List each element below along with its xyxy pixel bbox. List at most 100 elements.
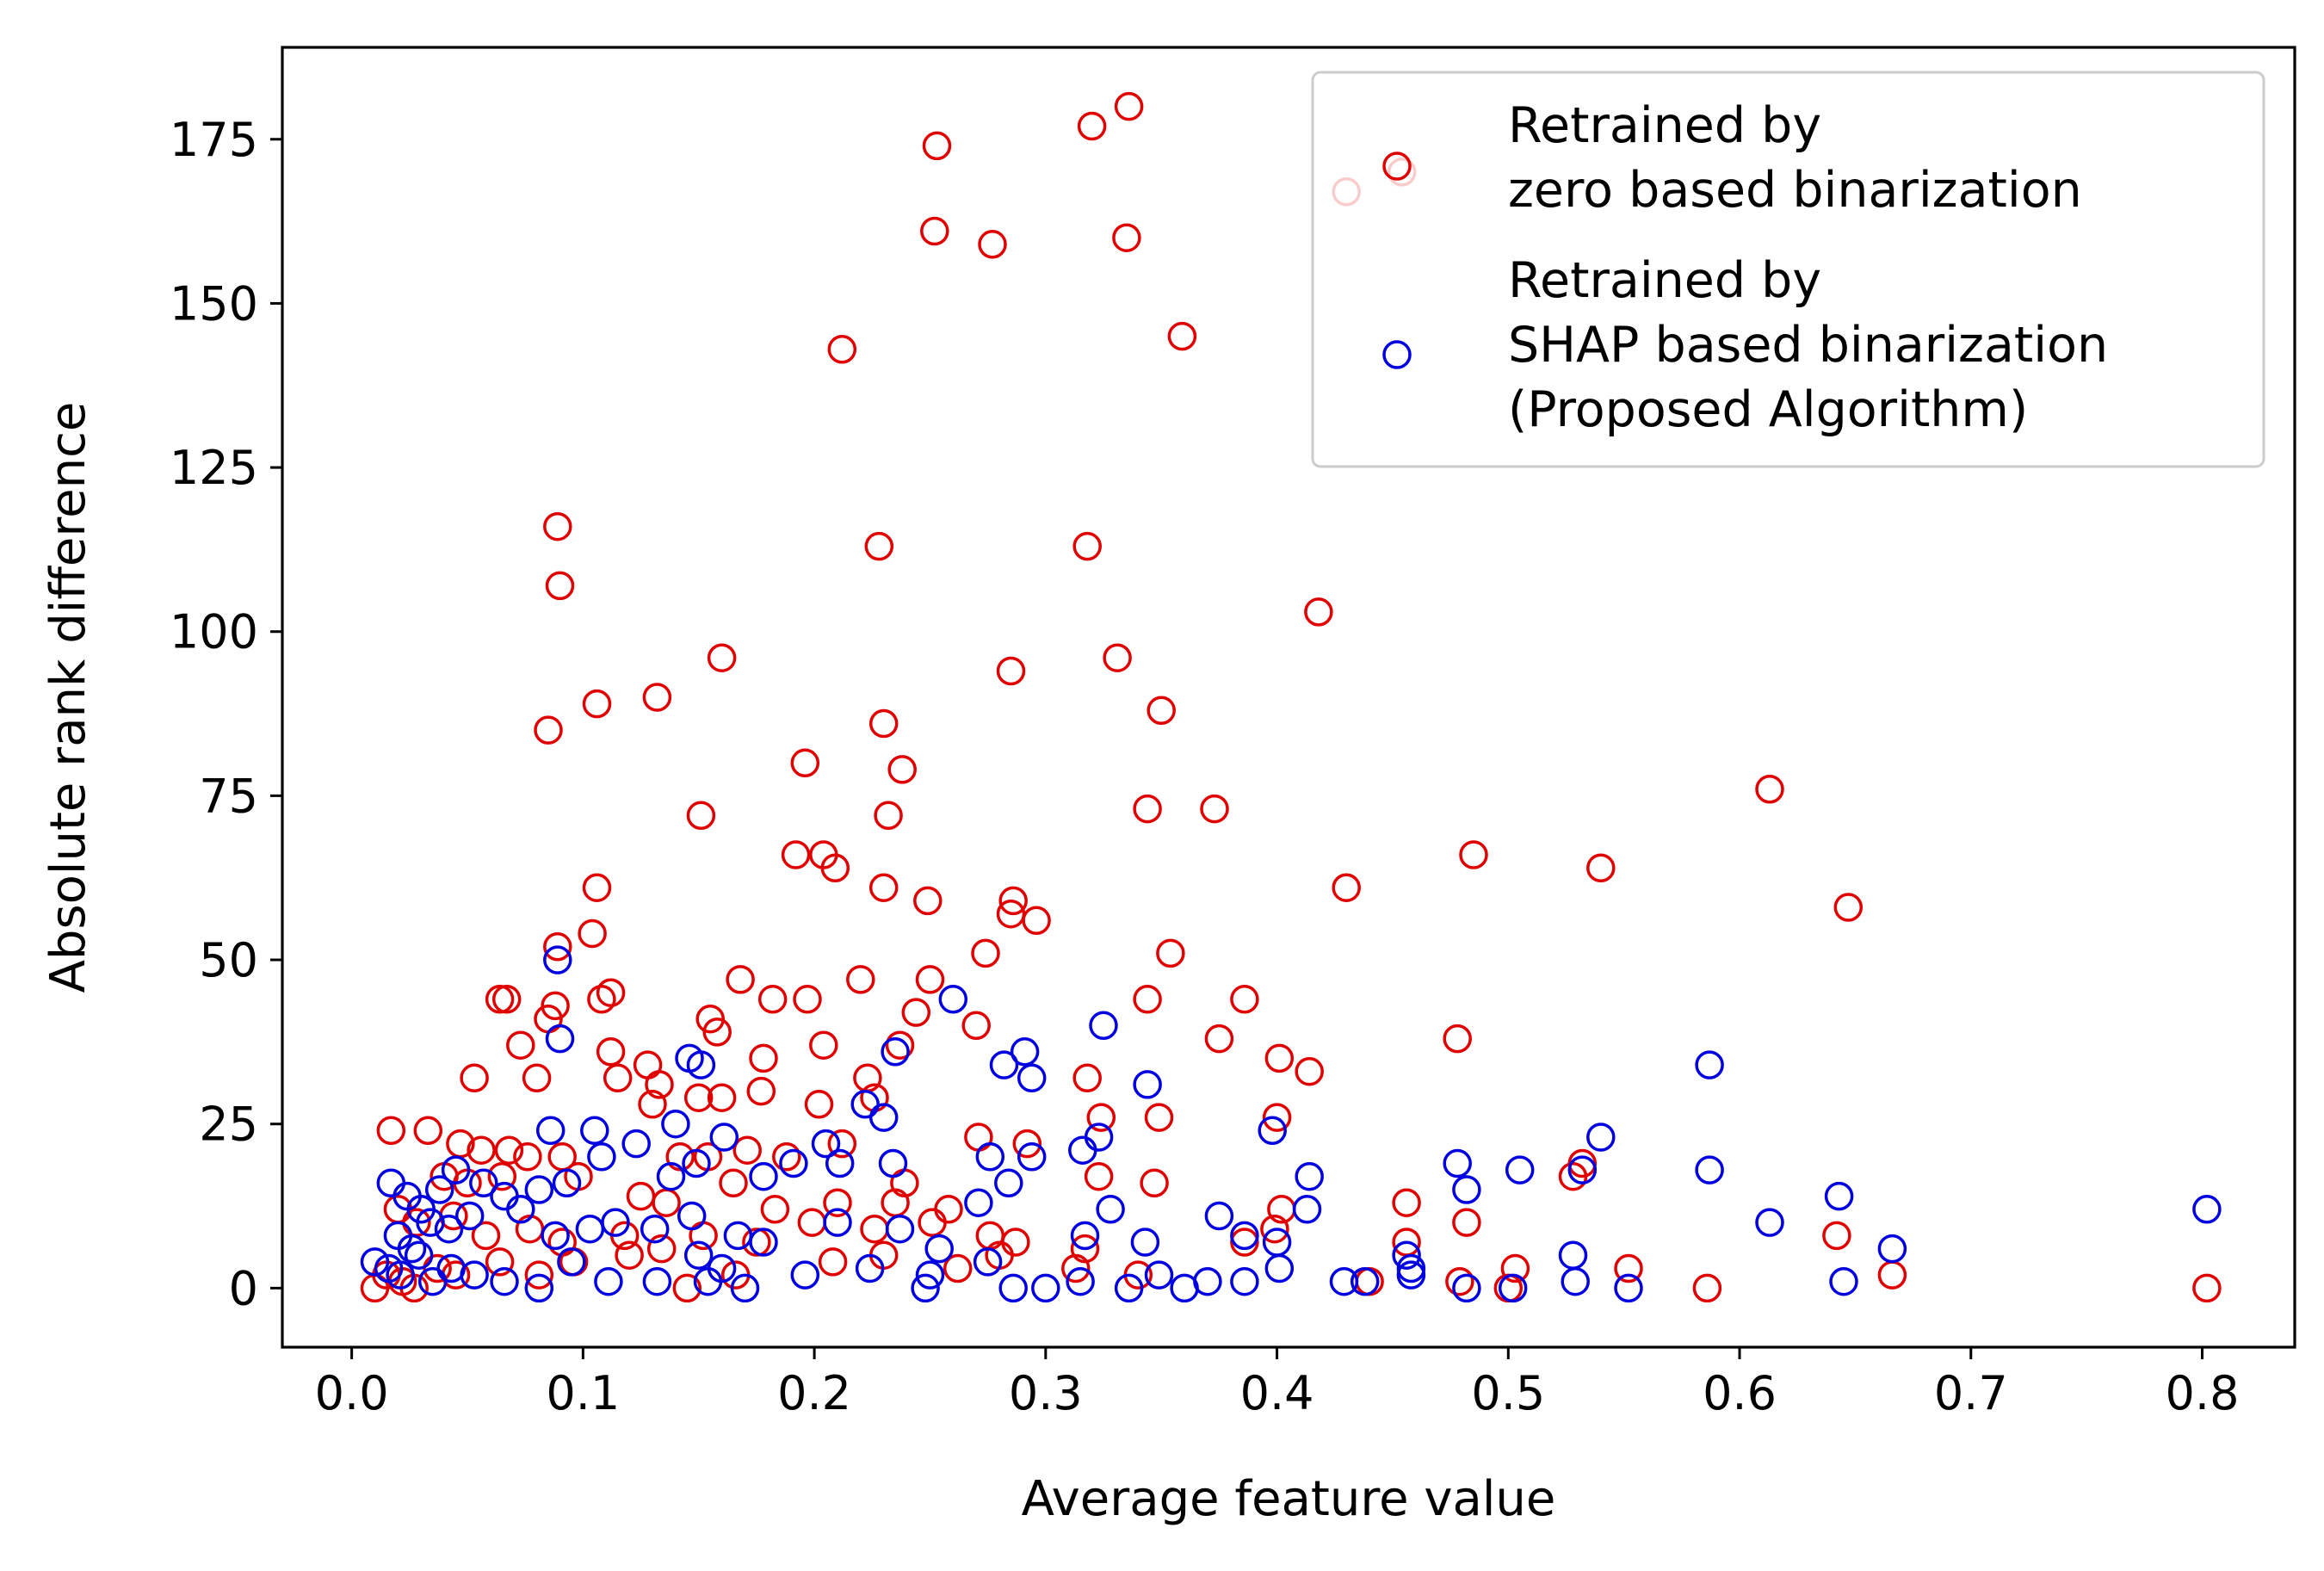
point-zero-75 [460,1063,489,1093]
point-shap-111 [1829,1266,1858,1296]
point-shap-45 [1443,1148,1472,1178]
point-shap-51 [1824,1181,1854,1211]
point-shap-112 [683,1240,714,1270]
point-shap-94 [790,1260,820,1290]
point-shap-39 [994,1168,1023,1198]
point-zero-118 [1392,1188,1421,1217]
point-shap-82 [386,1260,415,1290]
point-zero-91 [513,1142,542,1172]
point-shap-113 [707,1253,737,1283]
point-shap-15 [850,1090,880,1119]
point-zero-50 [587,985,616,1014]
point-zero-90 [494,1135,524,1165]
point-zero-148 [485,1247,515,1277]
point-shap-5 [881,1037,910,1067]
point-shap-4 [686,1050,716,1079]
point-shap-19 [376,1168,406,1198]
point-zero-33 [1459,840,1488,869]
point-zero-41 [578,918,607,949]
point-zero-49 [541,991,570,1021]
point-zero-29 [1200,794,1229,824]
point-shap-2 [938,985,968,1014]
point-shap-57 [454,1201,485,1231]
legend-label-shap-line2: SHAP based binarization [1508,317,2108,374]
point-shap-66 [823,1208,852,1237]
point-shap-52 [2192,1195,2222,1224]
point-shap-28 [587,1142,616,1172]
y-tick-label-5: 125 [170,441,258,495]
point-zero-58 [1230,985,1259,1014]
point-zero-111 [823,1188,852,1217]
point-zero-139 [1260,1214,1289,1244]
point-shap-18 [1586,1123,1616,1152]
point-shap-103 [1230,1266,1259,1296]
point-shap-96 [911,1273,940,1303]
point-zero-62 [901,998,931,1027]
point-shap-1 [545,1024,575,1054]
y-tick-label-4: 100 [170,605,258,659]
legend-marker-zero [1382,152,1412,181]
point-shap-77 [1396,1253,1426,1283]
point-zero-76 [638,1090,667,1119]
point-shap-24 [469,1168,498,1198]
x-axis-label: Average feature value [1022,1471,1556,1527]
point-zero-102 [1262,1103,1292,1132]
point-zero-16 [1103,643,1132,672]
point-shap-16 [868,1103,899,1132]
point-zero-96 [772,1142,801,1172]
point-zero-27 [874,801,903,831]
point-zero-14 [1304,597,1333,627]
point-shap-40 [1017,1142,1047,1172]
plot-frame [281,46,2296,1349]
point-zero-40 [913,886,943,916]
point-zero-15 [707,643,737,672]
point-shap-6 [989,1050,1019,1079]
y-tick-label-1: 25 [199,1098,258,1152]
point-zero-108 [652,1188,681,1217]
point-shap-17 [1258,1116,1287,1146]
point-shap-41 [1068,1135,1097,1165]
point-zero-110 [760,1195,790,1224]
point-shap-83 [404,1240,434,1270]
point-zero-28 [1133,794,1162,824]
point-zero-116 [1140,1168,1169,1198]
point-shap-97 [973,1247,1003,1277]
point-shap-114 [915,1260,945,1290]
point-shap-61 [601,1208,630,1237]
point-zero-21 [534,715,563,745]
y-tick-label-7: 175 [170,113,258,167]
point-shap-34 [779,1148,808,1178]
point-zero-150 [559,1247,589,1277]
point-zero-18 [642,683,672,712]
point-zero-154 [818,1247,848,1277]
point-zero-107 [626,1181,656,1211]
point-shap-76 [1392,1240,1421,1270]
point-zero-39 [998,886,1028,916]
point-zero-34 [1586,853,1616,883]
point-zero-132 [797,1208,827,1237]
point-shap-106 [1350,1266,1380,1296]
point-zero-20 [1147,696,1176,726]
point-shap-48 [1567,1155,1598,1184]
x-tick-label-4: 0.4 [1240,1366,1314,1420]
point-shap-71 [1096,1195,1125,1224]
point-zero-74 [885,1030,915,1060]
x-tick-label-1: 0.1 [546,1366,620,1420]
point-zero-136 [1001,1228,1030,1257]
point-shap-23 [441,1155,471,1184]
legend: Retrained by zero based binarization Ret… [1311,71,2265,468]
point-zero-12 [864,531,894,561]
point-shap-101 [1144,1260,1174,1290]
point-zero-129 [646,1234,677,1264]
point-shap-95 [855,1253,885,1283]
point-shap-104 [1264,1253,1295,1283]
point-zero-46 [1156,938,1185,968]
x-tick-label-2: 0.2 [777,1366,851,1420]
point-zero-159 [1614,1253,1643,1283]
point-zero-83 [1264,1043,1295,1073]
point-shap-65 [749,1228,778,1257]
point-zero-38 [1833,893,1864,922]
x-tick-label-3: 0.3 [1009,1366,1083,1420]
point-zero-149 [524,1260,554,1290]
